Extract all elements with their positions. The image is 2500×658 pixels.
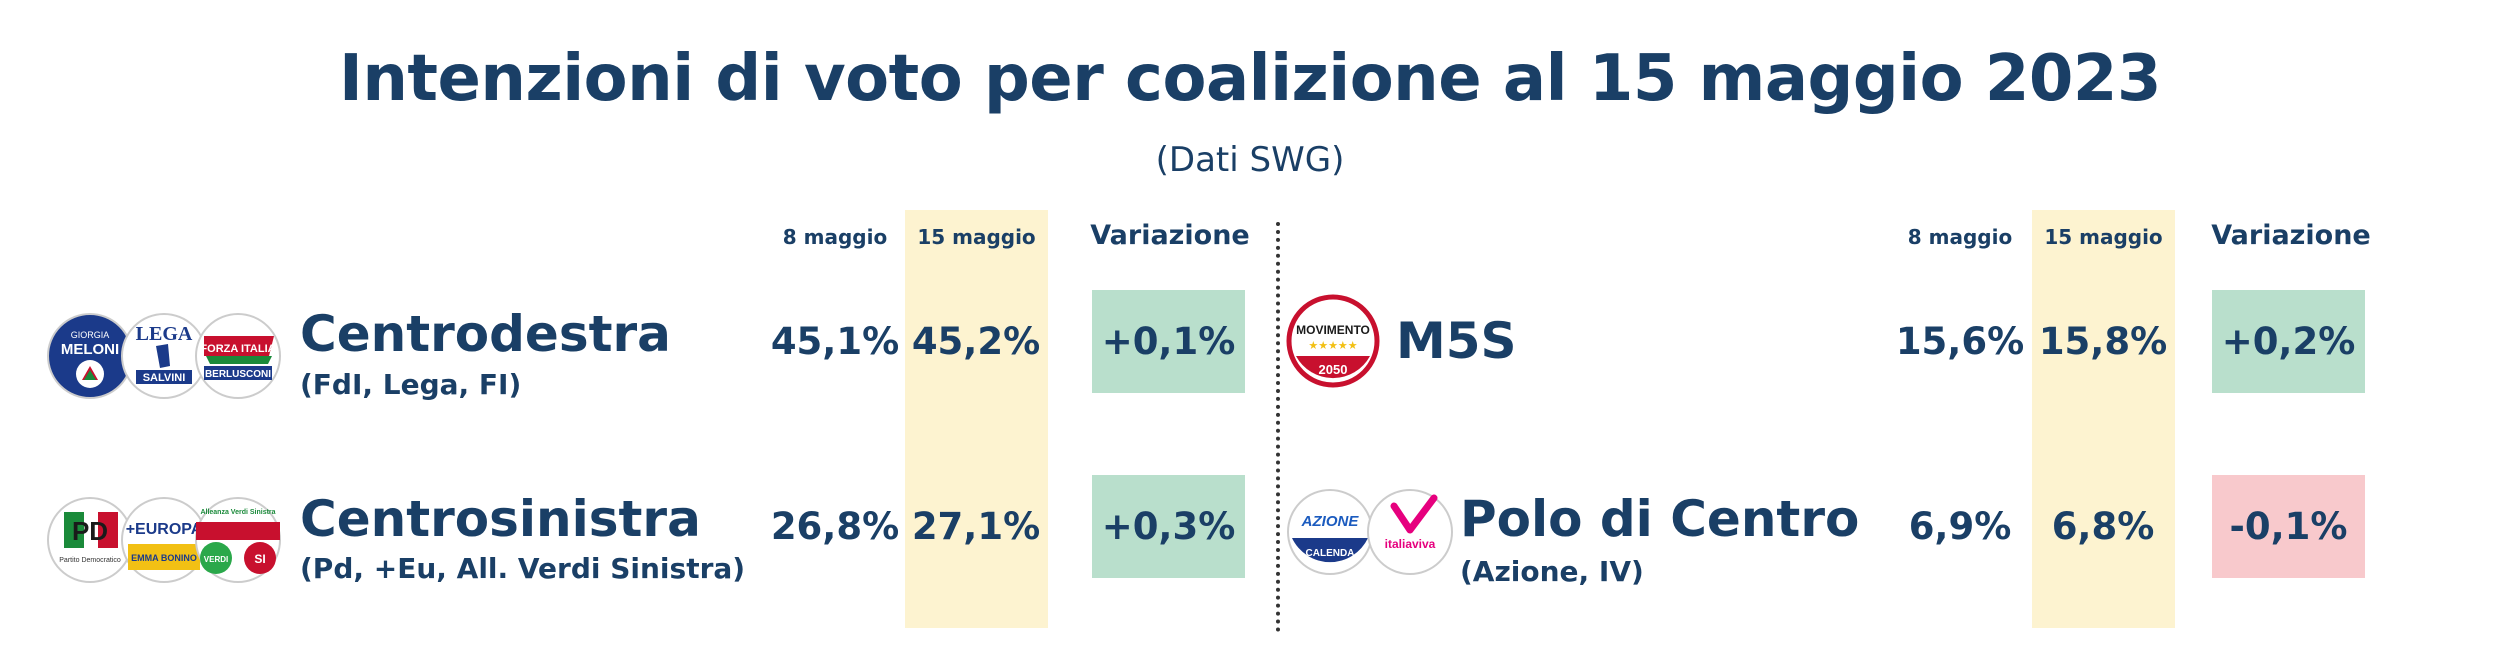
svg-text:AZIONE: AZIONE [1301, 513, 1360, 530]
row-detail: (Azione, IV) [1460, 555, 1644, 588]
change-badge: +0,1% [1092, 290, 1245, 393]
m5s-logo: MOVIMENTO ★★★★★ 2050 [1286, 294, 1380, 388]
header-curr-right: 15 maggio [2044, 225, 2163, 249]
header-change-right: Variazione [2211, 220, 2371, 251]
value-curr: 6,8% [2051, 505, 2155, 548]
svg-text:★★★★★: ★★★★★ [1308, 339, 1357, 352]
row-detail: (Pd, +Eu, All. Verdi Sinistra) [300, 552, 746, 585]
svg-text:GIORGIA: GIORGIA [71, 330, 110, 340]
row-name: Centrosinistra [300, 490, 701, 548]
svg-text:CALENDA: CALENDA [1306, 548, 1355, 559]
row-name: Polo di Centro [1460, 490, 1860, 548]
svg-text:Partito Democratico: Partito Democratico [59, 557, 121, 564]
change-badge: +0,3% [1092, 475, 1245, 578]
chart-subtitle: (Dati SWG) [1155, 140, 1345, 180]
polo-centro-logos: AZIONE CALENDA italiaviva [1286, 484, 1456, 580]
change-badge: +0,2% [2212, 290, 2365, 393]
value-prev: 26,8% [770, 505, 900, 548]
centrosinistra-logos: PD Partito Democratico +EUROPA EMMA BONI… [44, 492, 284, 588]
svg-text:MOVIMENTO: MOVIMENTO [1296, 323, 1370, 337]
header-curr-left: 15 maggio [917, 225, 1036, 249]
svg-text:FORZA ITALIA: FORZA ITALIA [200, 343, 275, 355]
value-prev: 15,6% [1895, 320, 2025, 363]
svg-text:BERLUSCONI: BERLUSCONI [205, 369, 271, 380]
highlight-column-left [905, 210, 1048, 628]
row-name: Centrodestra [300, 305, 671, 363]
change-badge: -0,1% [2212, 475, 2365, 578]
svg-text:LEGA: LEGA [136, 323, 193, 345]
header-prev-right: 8 maggio [1907, 225, 2013, 249]
svg-text:2050: 2050 [1319, 362, 1348, 377]
header-change-left: Variazione [1090, 220, 1250, 251]
svg-text:VERDI: VERDI [204, 555, 228, 564]
value-prev: 45,1% [770, 320, 900, 363]
row-name: M5S [1396, 312, 1517, 370]
svg-text:italiaviva: italiaviva [1385, 537, 1436, 551]
column-divider [1276, 222, 1280, 632]
row-detail: (FdI, Lega, FI) [300, 368, 522, 401]
svg-text:Alleanza Verdi Sinistra: Alleanza Verdi Sinistra [200, 509, 275, 516]
chart-title: Intenzioni di voto per coalizione al 15 … [339, 42, 2161, 116]
svg-text:PD: PD [72, 516, 108, 546]
svg-text:MELONI: MELONI [61, 341, 119, 358]
svg-text:SALVINI: SALVINI [143, 372, 186, 384]
highlight-column-right [2032, 210, 2175, 628]
value-curr: 15,8% [2038, 320, 2168, 363]
svg-text:SI: SI [254, 552, 265, 566]
svg-text:EMMA BONINO: EMMA BONINO [131, 553, 197, 563]
value-curr: 27,1% [911, 505, 1041, 548]
svg-text:+EUROPA: +EUROPA [126, 521, 203, 538]
centrodestra-logos: GIORGIA MELONI LEGA SALVINI FORZA ITALIA… [44, 308, 284, 404]
value-curr: 45,2% [911, 320, 1041, 363]
value-prev: 6,9% [1908, 505, 2012, 548]
header-prev-left: 8 maggio [782, 225, 888, 249]
